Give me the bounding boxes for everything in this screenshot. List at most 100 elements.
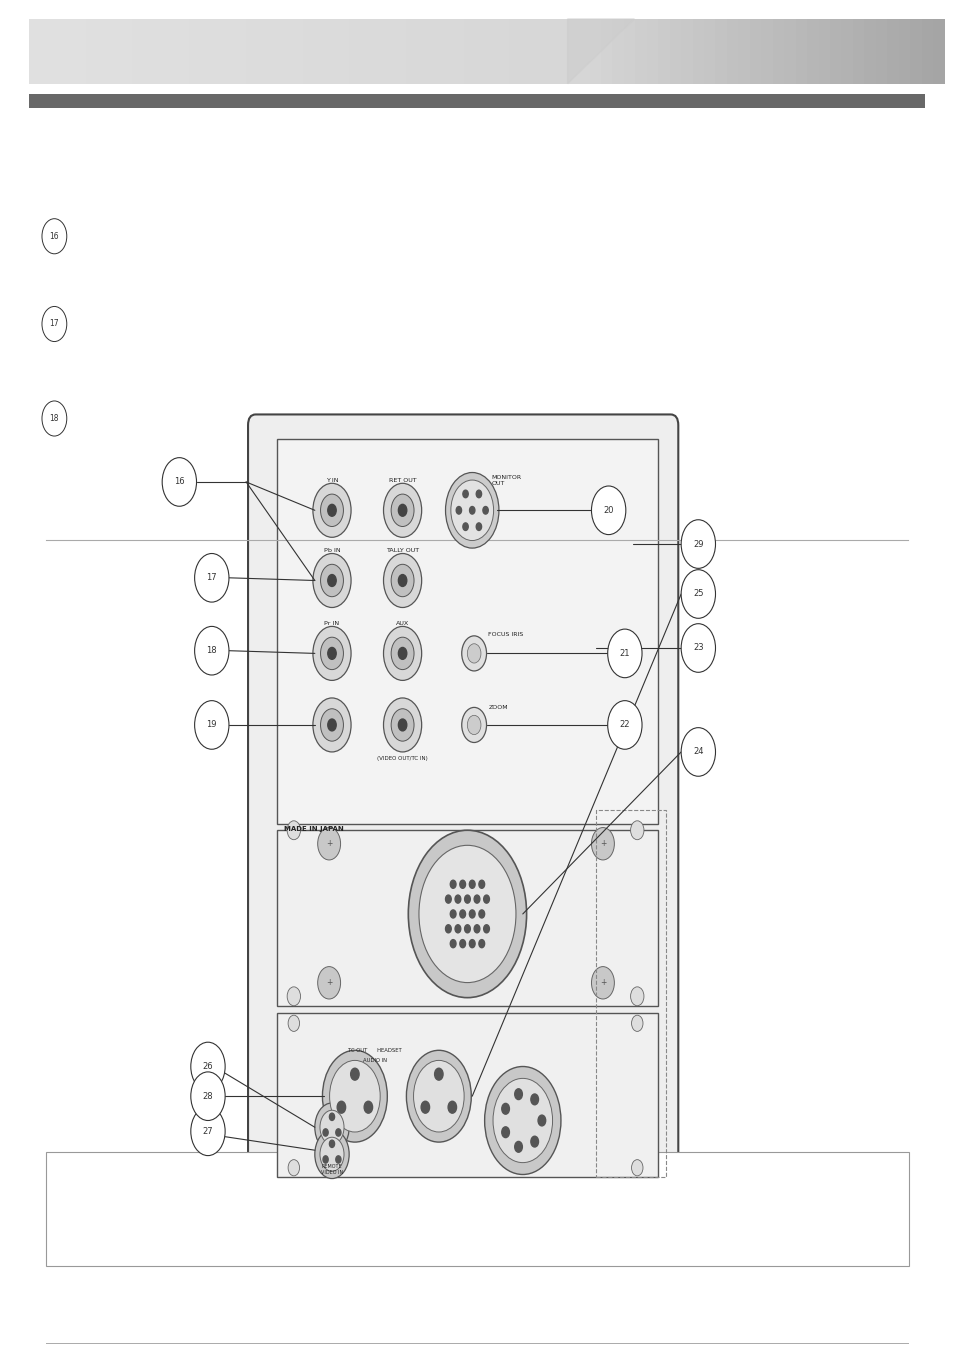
Bar — [749, 19, 761, 84]
Bar — [475, 19, 487, 84]
Circle shape — [42, 306, 67, 342]
Bar — [223, 19, 235, 84]
Circle shape — [194, 626, 229, 675]
Bar — [234, 19, 247, 84]
Bar — [74, 19, 87, 84]
Bar — [246, 19, 258, 84]
Circle shape — [191, 1042, 225, 1091]
Circle shape — [448, 1102, 456, 1114]
Circle shape — [328, 505, 335, 516]
Circle shape — [398, 505, 406, 516]
Circle shape — [469, 940, 475, 948]
Text: AUX: AUX — [395, 621, 409, 626]
Text: RET OUT: RET OUT — [389, 478, 416, 483]
Circle shape — [478, 910, 484, 918]
Text: 29: 29 — [692, 540, 703, 548]
Circle shape — [335, 1156, 340, 1164]
Circle shape — [591, 828, 614, 860]
Bar — [852, 19, 864, 84]
Circle shape — [323, 1129, 328, 1137]
Bar — [200, 19, 213, 84]
Circle shape — [501, 1103, 509, 1114]
Bar — [578, 19, 590, 84]
Circle shape — [607, 701, 641, 749]
Circle shape — [631, 1015, 642, 1031]
Bar — [395, 19, 407, 84]
Bar — [326, 19, 338, 84]
Circle shape — [450, 910, 456, 918]
Bar — [292, 19, 304, 84]
Circle shape — [320, 709, 343, 741]
Text: ZOOM: ZOOM — [488, 705, 508, 710]
Bar — [452, 19, 464, 84]
Bar — [276, 1012, 658, 1177]
Text: 20: 20 — [602, 506, 614, 514]
Circle shape — [191, 1072, 225, 1120]
Text: (VIDEO OUT/TC IN): (VIDEO OUT/TC IN) — [376, 756, 428, 761]
Text: TC OUT      HEADSET: TC OUT HEADSET — [348, 1048, 401, 1053]
Bar — [932, 19, 944, 84]
Text: 27: 27 — [202, 1127, 213, 1135]
Circle shape — [461, 707, 486, 742]
Text: +: + — [599, 840, 605, 848]
Bar — [212, 19, 224, 84]
Bar — [635, 19, 647, 84]
Circle shape — [483, 925, 489, 933]
Bar — [360, 19, 373, 84]
Bar — [543, 19, 556, 84]
Circle shape — [42, 401, 67, 436]
Circle shape — [450, 940, 456, 948]
Bar — [818, 19, 830, 84]
Text: 18: 18 — [50, 414, 59, 423]
Circle shape — [398, 720, 406, 730]
Circle shape — [408, 830, 526, 998]
Circle shape — [630, 821, 643, 840]
Circle shape — [459, 880, 465, 888]
Bar — [795, 19, 807, 84]
Circle shape — [383, 698, 421, 752]
Circle shape — [530, 1137, 537, 1148]
Bar — [715, 19, 727, 84]
Circle shape — [383, 554, 421, 608]
Bar — [520, 19, 533, 84]
Bar — [349, 19, 361, 84]
Circle shape — [474, 925, 479, 933]
Circle shape — [484, 1066, 560, 1174]
Circle shape — [680, 728, 715, 776]
Bar — [623, 19, 636, 84]
Bar — [760, 19, 773, 84]
Circle shape — [445, 895, 451, 903]
Circle shape — [418, 845, 516, 983]
Circle shape — [630, 987, 643, 1006]
Circle shape — [391, 709, 414, 741]
Bar — [406, 19, 418, 84]
Circle shape — [469, 506, 475, 514]
Circle shape — [320, 564, 343, 597]
Bar — [166, 19, 178, 84]
Circle shape — [451, 481, 493, 540]
Text: REMOTE
VIDEO IN: REMOTE VIDEO IN — [320, 1164, 343, 1174]
Bar — [841, 19, 853, 84]
Circle shape — [313, 554, 351, 608]
Bar — [440, 19, 453, 84]
Circle shape — [329, 1114, 335, 1120]
Bar — [303, 19, 315, 84]
Bar — [669, 19, 681, 84]
Text: 25: 25 — [692, 590, 703, 598]
Bar — [886, 19, 899, 84]
Circle shape — [288, 1160, 299, 1176]
Bar — [566, 19, 578, 84]
Bar — [680, 19, 693, 84]
Circle shape — [351, 1068, 358, 1080]
Circle shape — [455, 925, 460, 933]
Circle shape — [680, 624, 715, 672]
Bar — [143, 19, 155, 84]
Text: MONITOR
OUT: MONITOR OUT — [491, 475, 521, 486]
Circle shape — [482, 506, 488, 514]
Circle shape — [455, 895, 460, 903]
Circle shape — [462, 522, 468, 531]
Bar — [486, 19, 498, 84]
Circle shape — [515, 1141, 522, 1152]
Text: AUDIO IN: AUDIO IN — [362, 1058, 387, 1064]
Bar — [772, 19, 784, 84]
